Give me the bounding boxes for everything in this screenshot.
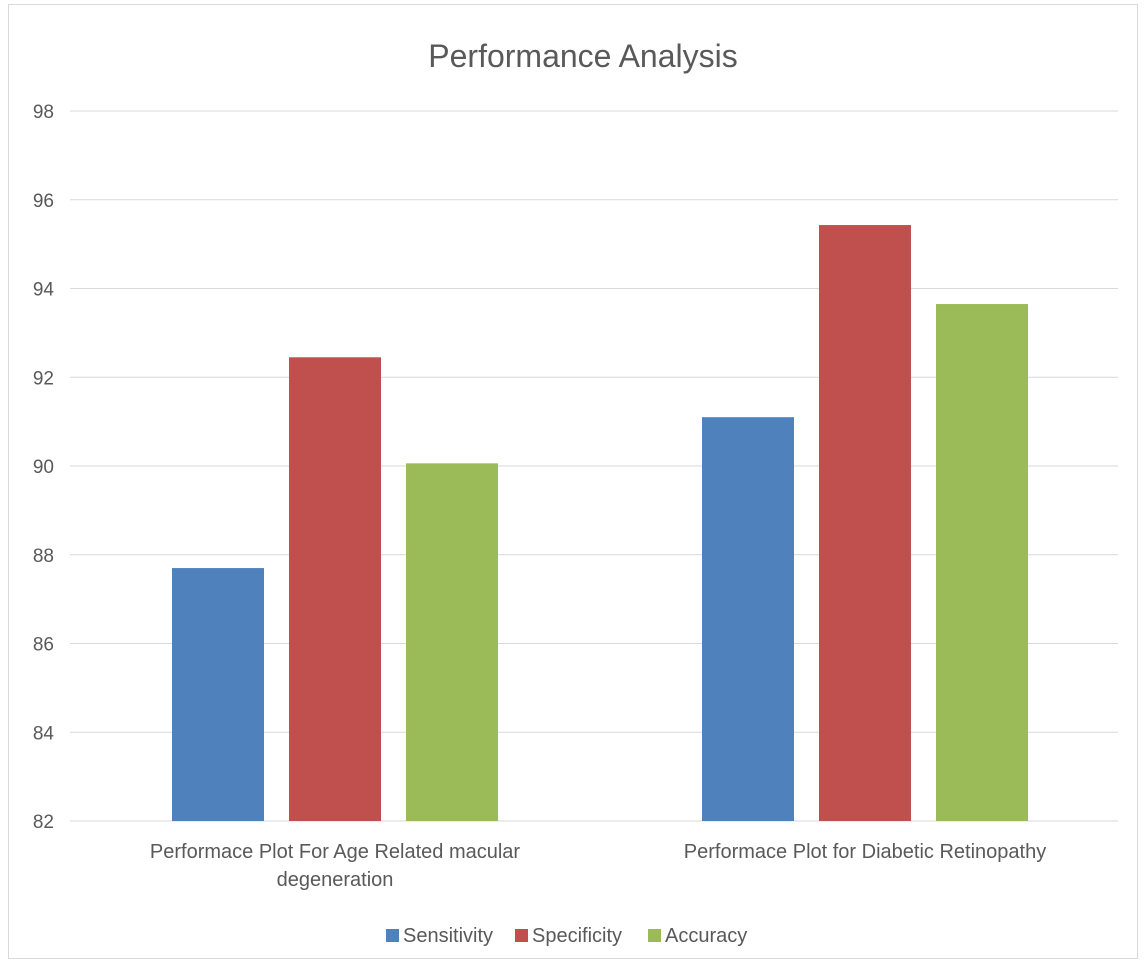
bar-specificity-2 [819, 225, 911, 821]
y-tick-label: 90 [33, 457, 54, 478]
bar-sensitivity-2 [702, 417, 794, 821]
chart-title: Performance Analysis [428, 38, 737, 74]
bar-accuracy-2 [936, 304, 1028, 821]
legend-label-sensitivity: Sensitivity [403, 925, 493, 947]
y-tick-label: 84 [33, 723, 55, 744]
category-label: Performace Plot for Diabetic Retinopathy [684, 841, 1046, 863]
category-label: Performace Plot For Age Related macular [150, 841, 521, 863]
bar-specificity-1 [289, 357, 381, 821]
bar-sensitivity-1 [172, 568, 264, 821]
y-axis: 82 84 86 88 90 92 94 96 98 [33, 102, 55, 833]
y-tick-label: 92 [33, 368, 54, 389]
x-axis: Performace Plot For Age Related macular d… [150, 841, 1046, 891]
legend: Sensitivity Specificity Accuracy [386, 925, 747, 947]
y-tick-label: 94 [33, 280, 55, 301]
bar-accuracy-1 [406, 463, 498, 821]
y-tick-label: 86 [33, 635, 54, 656]
legend-swatch-sensitivity [386, 929, 399, 942]
bars [172, 225, 1028, 821]
y-tick-label: 82 [33, 812, 54, 833]
y-tick-label: 98 [33, 102, 54, 123]
legend-swatch-accuracy [648, 929, 661, 942]
y-tick-label: 96 [33, 191, 54, 212]
category-label: degeneration [277, 869, 394, 891]
legend-label-specificity: Specificity [532, 925, 622, 947]
y-tick-label: 88 [33, 546, 54, 567]
legend-label-accuracy: Accuracy [665, 925, 747, 947]
legend-swatch-specificity [515, 929, 528, 942]
